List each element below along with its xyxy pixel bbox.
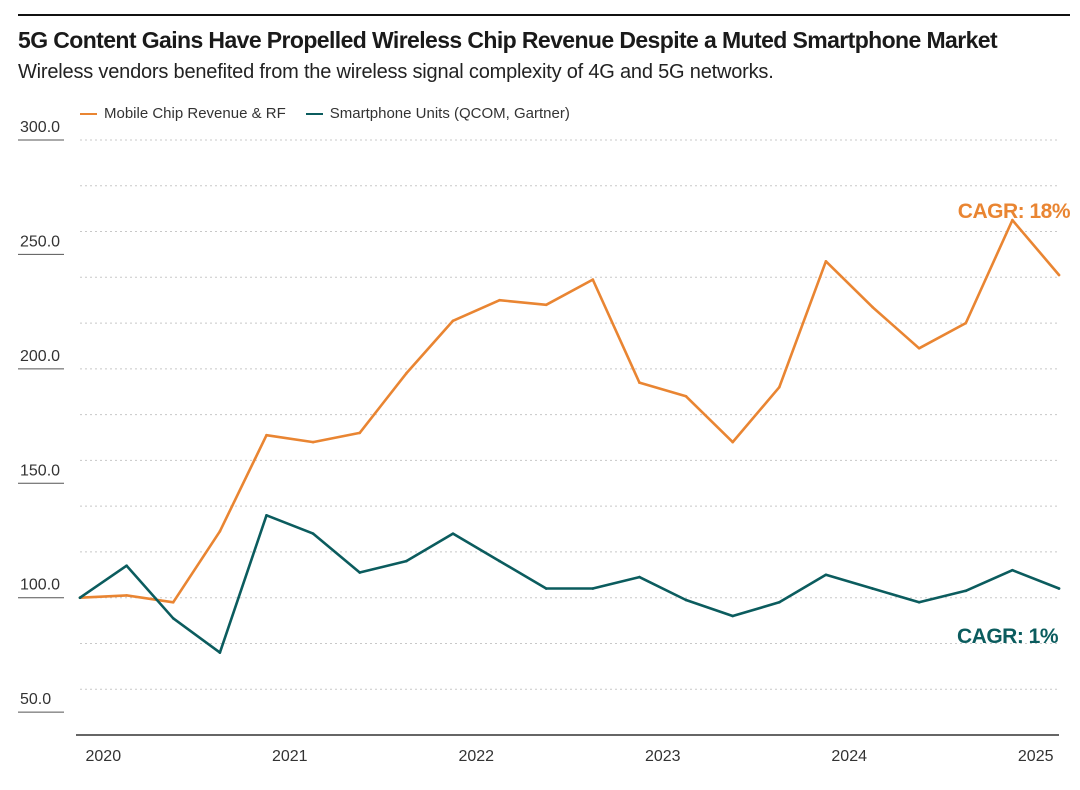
data-point-units	[311, 532, 315, 535]
data-point-units	[498, 559, 501, 563]
data-point-revenue	[1011, 218, 1014, 222]
data-point-revenue	[218, 530, 222, 533]
x-tick-label: 2023	[645, 748, 681, 765]
data-point-units	[405, 559, 408, 563]
data-point-units	[638, 575, 641, 579]
series-layer	[78, 218, 1061, 654]
data-point-revenue	[405, 372, 408, 375]
series-line-units	[78, 513, 1061, 654]
data-point-units	[1057, 587, 1061, 590]
data-point-units	[777, 600, 781, 604]
data-point-revenue	[1057, 273, 1061, 277]
legend-swatch-revenue	[80, 112, 97, 115]
data-point-units	[451, 532, 455, 535]
legend-item-units: Smartphone Units (QCOM, Gartner)	[305, 105, 570, 122]
annotation-units-cagr: CAGR: 1%	[957, 625, 1059, 648]
legend-label-units: Smartphone Units (QCOM, Gartner)	[329, 105, 570, 122]
data-point-units	[964, 589, 968, 593]
data-point-units	[731, 614, 734, 618]
data-point-units	[1011, 568, 1014, 572]
data-point-revenue	[731, 440, 734, 444]
data-point-revenue	[871, 305, 874, 309]
data-point-revenue	[917, 346, 921, 350]
annotation-revenue-cagr: CAGR: 18%	[958, 200, 1071, 223]
y-tick-label: 100.0	[20, 577, 60, 594]
y-tick-label: 200.0	[20, 348, 60, 365]
x-tick-label: 2024	[831, 748, 867, 765]
data-point-revenue	[638, 381, 641, 384]
data-point-units	[544, 587, 548, 590]
data-point-units	[265, 514, 268, 517]
x-tick-label: 2020	[86, 748, 122, 765]
chart-subtitle: Wireless vendors benefited from the wire…	[18, 61, 774, 83]
legend-item-revenue: Mobile Chip Revenue & RF	[80, 105, 286, 122]
legend-label-revenue: Mobile Chip Revenue & RF	[104, 105, 286, 122]
x-tick-label: 2022	[458, 748, 494, 765]
data-point-units	[171, 616, 175, 620]
y-tick-label: 150.0	[20, 462, 60, 479]
chart-title: 5G Content Gains Have Propelled Wireless…	[18, 27, 998, 53]
data-point-units	[917, 600, 921, 604]
legend: Mobile Chip Revenue & RF Smartphone Unit…	[80, 105, 570, 122]
x-axis: 2020 2021 2022 2023 2024 2025	[76, 734, 1059, 765]
series-line-revenue	[78, 218, 1061, 604]
data-point-units	[78, 596, 82, 599]
data-point-revenue	[451, 319, 455, 323]
data-point-units	[358, 571, 362, 574]
data-point-revenue	[544, 303, 548, 307]
data-point-revenue	[125, 594, 128, 597]
y-axis-ticks: 300.0 250.0 200.0 150.0 100.0 50.0	[18, 119, 64, 713]
data-point-revenue	[964, 321, 968, 325]
y-tick-label: 250.0	[20, 233, 60, 250]
annotations: CAGR: 18% CAGR: 1%	[957, 200, 1071, 648]
x-tick-label: 2021	[272, 748, 308, 765]
data-point-units	[824, 573, 828, 577]
data-point-revenue	[311, 440, 315, 444]
data-point-revenue	[824, 259, 828, 263]
data-point-revenue	[777, 385, 781, 389]
data-point-units	[684, 598, 688, 602]
data-point-units	[125, 564, 128, 567]
y-tick-label: 300.0	[20, 119, 60, 136]
top-rule	[18, 14, 1070, 16]
data-point-units	[871, 587, 874, 590]
data-point-revenue	[591, 278, 595, 281]
y-tick-label: 50.0	[20, 691, 51, 708]
data-point-revenue	[265, 433, 268, 437]
data-point-revenue	[684, 395, 688, 398]
legend-swatch-units	[305, 112, 323, 115]
data-point-revenue	[171, 600, 175, 604]
data-point-units	[218, 651, 222, 654]
grid-layer	[80, 139, 1059, 690]
data-point-revenue	[358, 431, 362, 435]
data-point-revenue	[498, 298, 501, 302]
data-point-units	[591, 587, 595, 590]
x-tick-label: 2025	[1018, 748, 1054, 765]
